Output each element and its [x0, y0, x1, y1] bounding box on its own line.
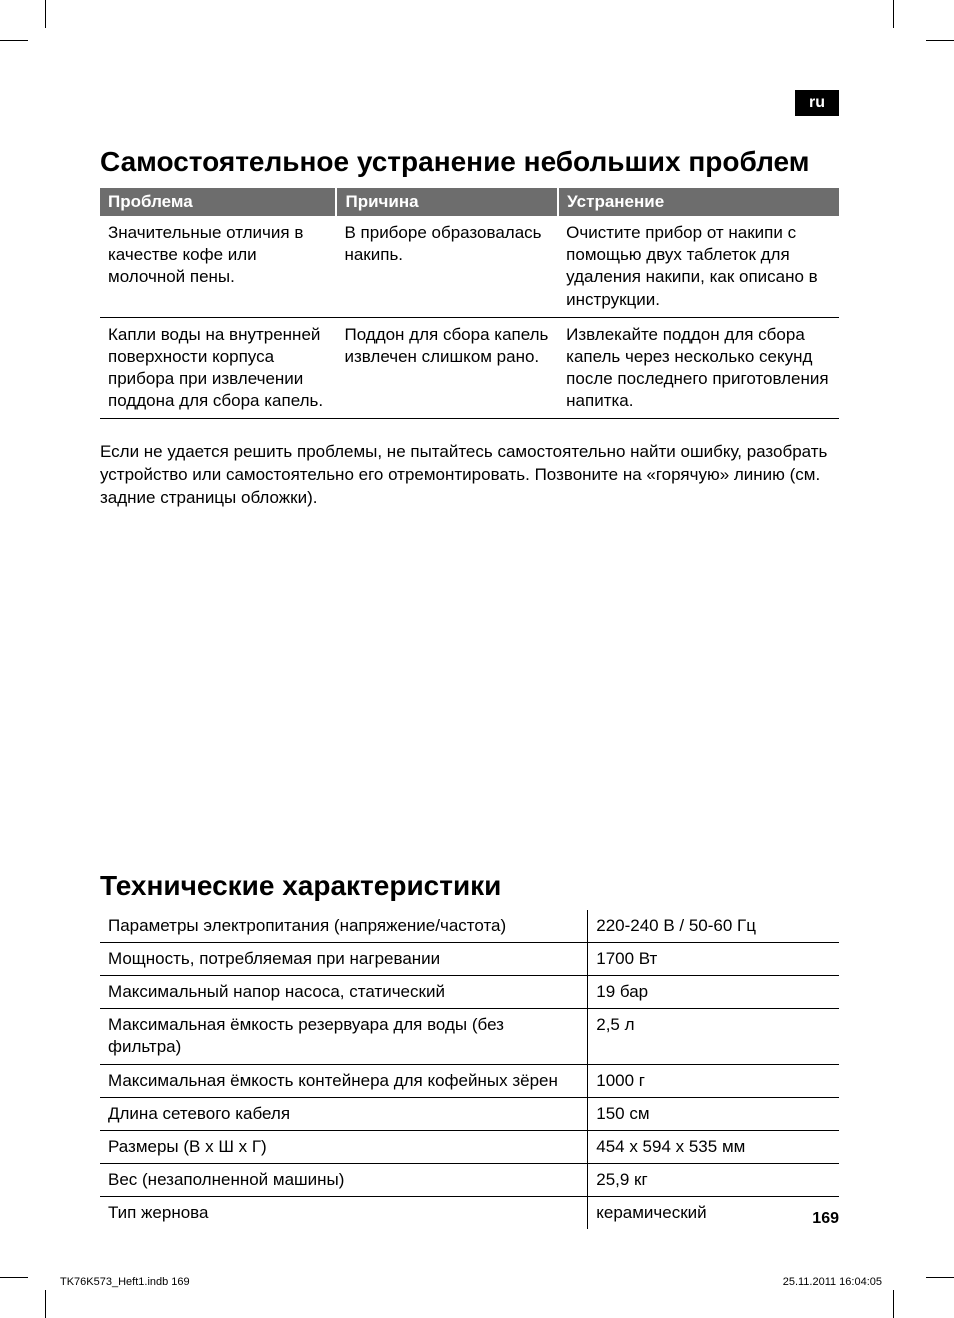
table-row: Максимальная ёмкость контейнера для кофе… — [100, 1064, 839, 1097]
col-header-problem: Проблема — [100, 188, 336, 216]
crop-mark — [926, 40, 954, 41]
spec-value: 25,9 кг — [588, 1163, 839, 1196]
table-row: Длина сетевого кабеля 150 см — [100, 1097, 839, 1130]
spec-key: Тип жернова — [100, 1196, 588, 1229]
crop-mark — [0, 40, 28, 41]
table-row: Максимальная ёмкость резервуара для воды… — [100, 1009, 839, 1064]
cell-fix: Извлекайте поддон для сбора капель через… — [558, 317, 839, 418]
spec-value: 1000 г — [588, 1064, 839, 1097]
spec-key: Мощность, потребляемая при нагревании — [100, 943, 588, 976]
spec-key: Размеры (В x Ш x Г) — [100, 1130, 588, 1163]
spec-value: 220-240 В / 50-60 Гц — [588, 910, 839, 943]
spec-key: Длина сетевого кабеля — [100, 1097, 588, 1130]
table-row: Тип жернова керамический — [100, 1196, 839, 1229]
crop-mark — [45, 1290, 46, 1318]
cell-fix: Очистите прибор от накипи с помощью двух… — [558, 216, 839, 317]
table-row: Размеры (В x Ш x Г) 454 x 594 x 535 мм — [100, 1130, 839, 1163]
footer-timestamp: 25.11.2011 16:04:05 — [783, 1276, 882, 1288]
table-row: Мощность, потребляемая при нагревании 17… — [100, 943, 839, 976]
table-row: Параметры электропитания (напряжение/час… — [100, 910, 839, 943]
section-heading-specs: Технические характеристики — [100, 870, 839, 902]
spec-key: Максимальная ёмкость контейнера для кофе… — [100, 1064, 588, 1097]
specs-table: Параметры электропитания (напряжение/час… — [100, 910, 839, 1229]
note-paragraph: Если не удается решить проблемы, не пыта… — [100, 441, 839, 510]
print-footer: TK76K573_Heft1.indb 169 25.11.2011 16:04… — [60, 1276, 882, 1288]
crop-mark — [926, 1277, 954, 1278]
spec-key: Вес (незаполненной машины) — [100, 1163, 588, 1196]
cell-cause: Поддон для сбора капель извлечен слишком… — [336, 317, 558, 418]
table-row: Капли воды на внутренней поверхности кор… — [100, 317, 839, 418]
footer-filename: TK76K573_Heft1.indb 169 — [60, 1276, 190, 1288]
col-header-fix: Устранение — [558, 188, 839, 216]
crop-mark — [45, 0, 46, 28]
cell-problem: Значительные отличия в качестве кофе или… — [100, 216, 336, 317]
col-header-cause: Причина — [336, 188, 558, 216]
cell-cause: В приборе образовалась накипь. — [336, 216, 558, 317]
section-heading-troubleshooting: Самостоятельное устранение небольших про… — [100, 146, 839, 178]
spec-value: 2,5 л — [588, 1009, 839, 1064]
page-number: 169 — [812, 1210, 839, 1228]
table-row: Значительные отличия в качестве кофе или… — [100, 216, 839, 317]
language-badge: ru — [795, 90, 839, 116]
spec-key: Параметры электропитания (напряжение/час… — [100, 910, 588, 943]
spec-key: Максимальный напор насоса, статический — [100, 976, 588, 1009]
troubleshooting-table: Проблема Причина Устранение Значительные… — [100, 188, 839, 419]
spec-value: 1700 Вт — [588, 943, 839, 976]
spec-value: 150 см — [588, 1097, 839, 1130]
spec-value: 19 бар — [588, 976, 839, 1009]
table-header-row: Проблема Причина Устранение — [100, 188, 839, 216]
spec-value: керамический — [588, 1196, 839, 1229]
spec-value: 454 x 594 x 535 мм — [588, 1130, 839, 1163]
crop-mark — [893, 0, 894, 28]
crop-mark — [0, 1277, 28, 1278]
table-row: Вес (незаполненной машины) 25,9 кг — [100, 1163, 839, 1196]
cell-problem: Капли воды на внутренней поверхности кор… — [100, 317, 336, 418]
crop-mark — [893, 1290, 894, 1318]
page-content: ru Самостоятельное устранение небольших … — [100, 90, 839, 1228]
table-row: Максимальный напор насоса, статический 1… — [100, 976, 839, 1009]
spec-key: Максимальная ёмкость резервуара для воды… — [100, 1009, 588, 1064]
